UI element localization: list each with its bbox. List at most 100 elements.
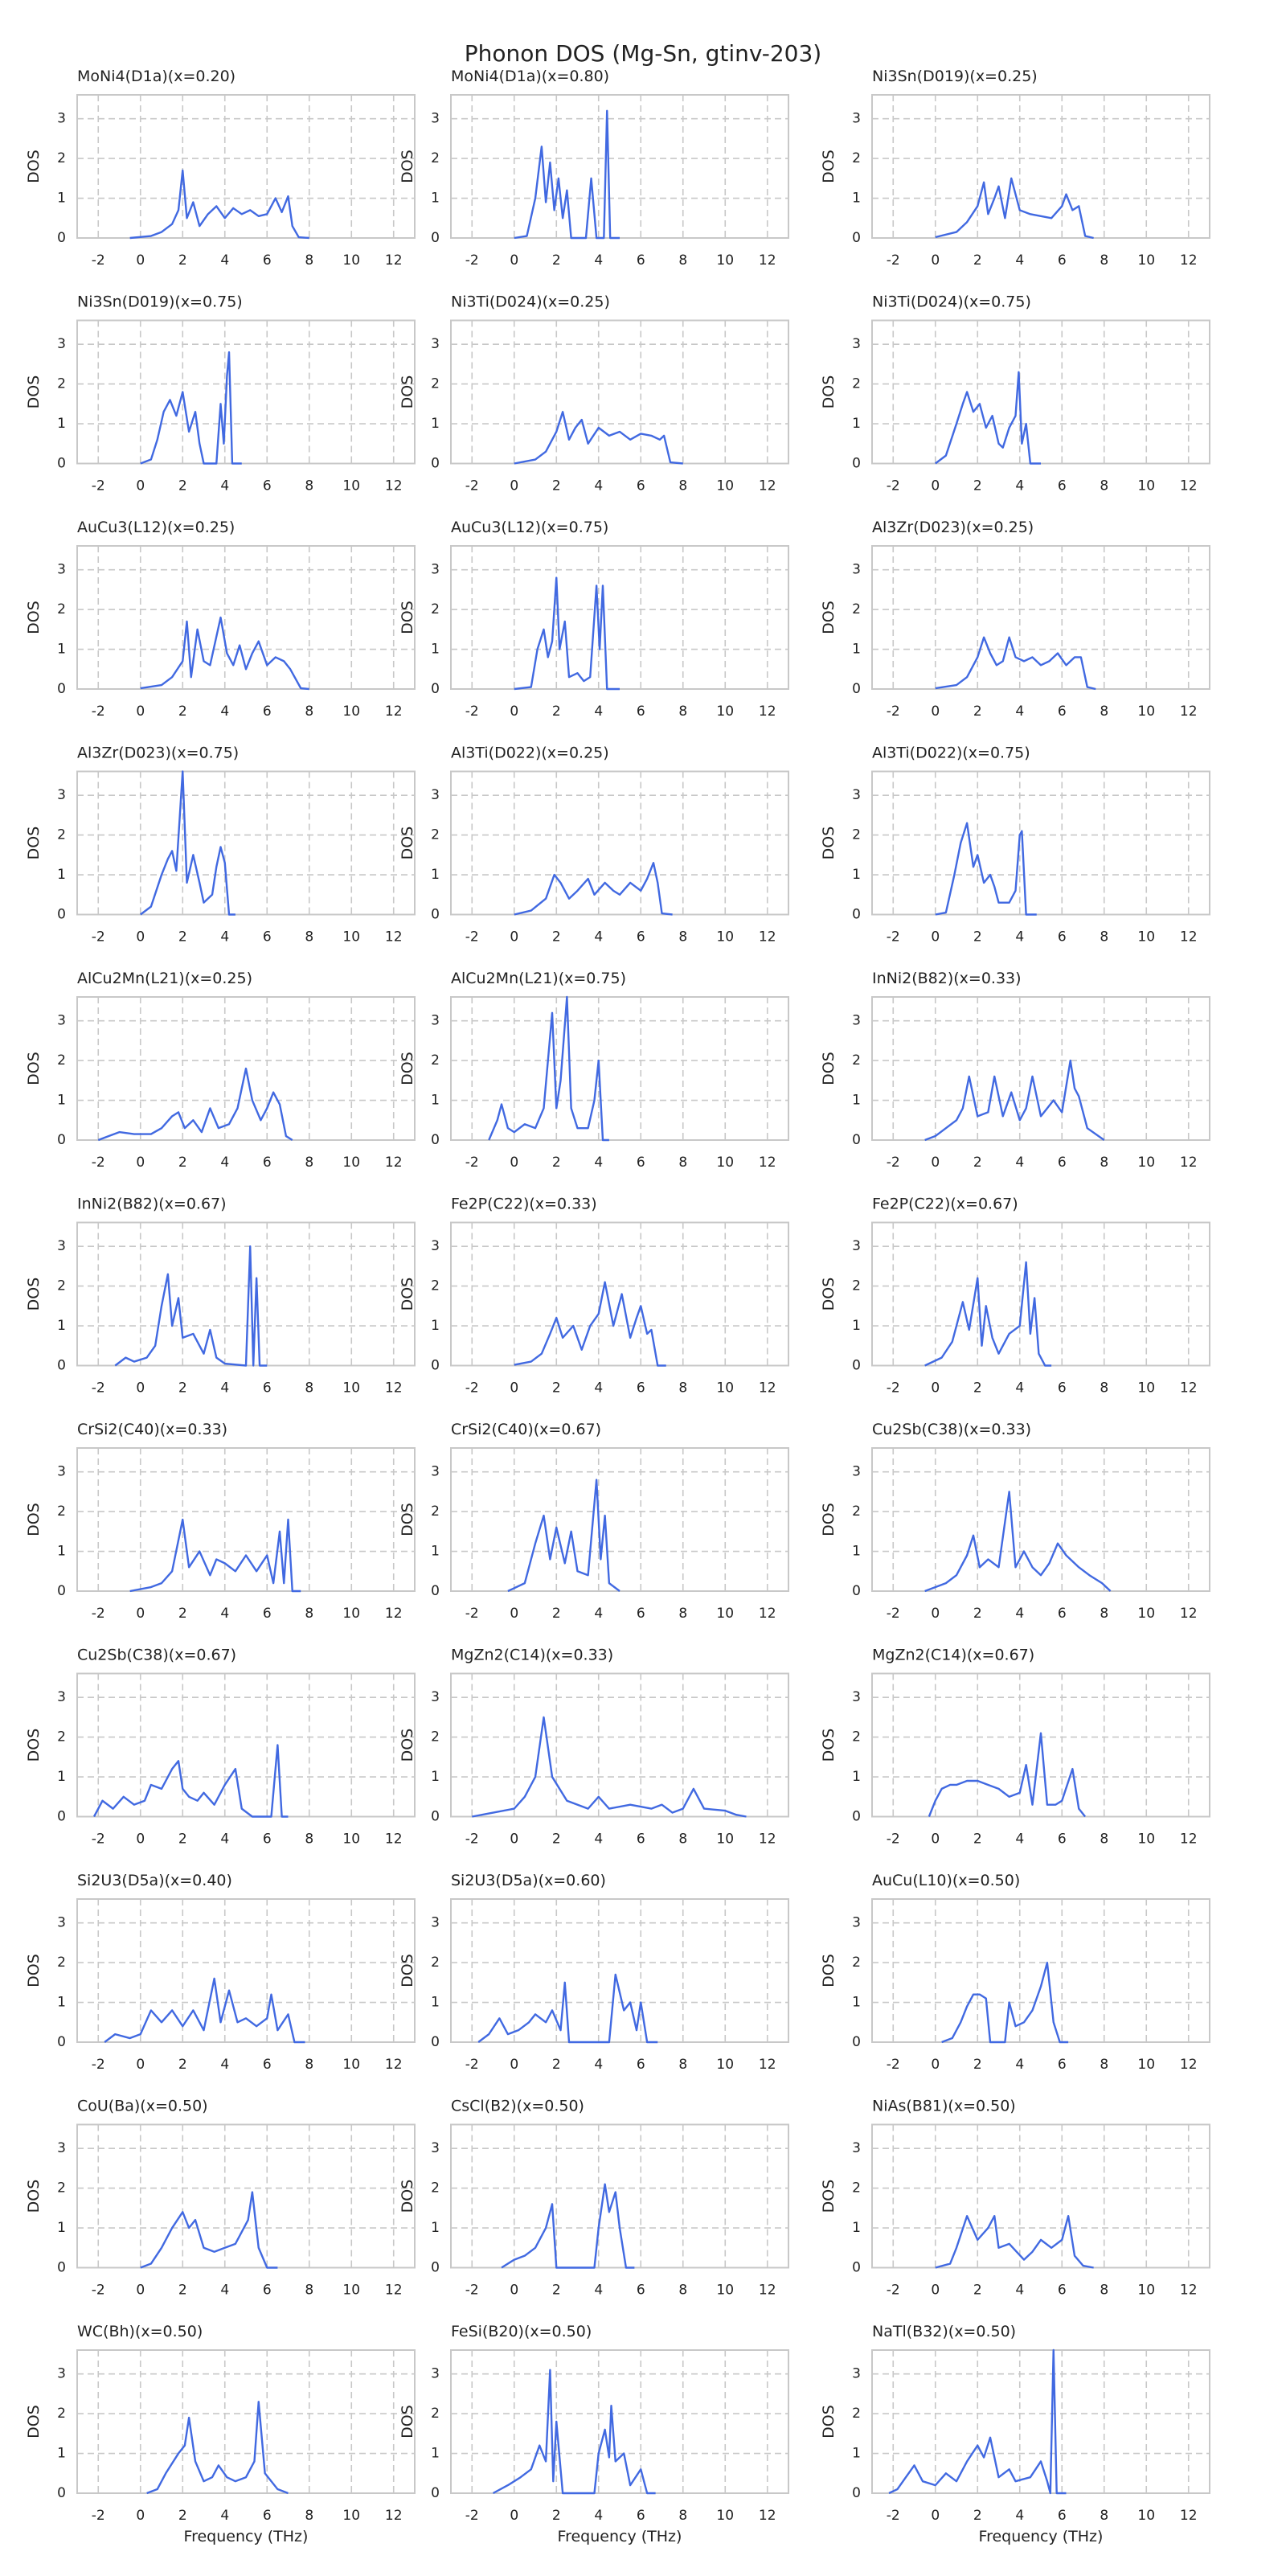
x-tick-label: -2: [465, 1606, 479, 1622]
x-tick-label: 4: [1015, 929, 1024, 945]
dos-line: [941, 1961, 1069, 2044]
dos-line: [492, 2369, 656, 2495]
y-axis-label: DOS: [399, 1729, 416, 1762]
x-tick-label: -2: [92, 1155, 105, 1171]
y-tick-label: 3: [852, 1464, 861, 1480]
plot-area: [451, 1222, 788, 1366]
x-tick-label: 2: [552, 1380, 561, 1397]
x-tick-label: -2: [887, 1832, 900, 1848]
x-tick-label: 8: [1100, 252, 1108, 269]
y-tick-label: 0: [852, 907, 861, 923]
y-tick-label: 3: [431, 787, 440, 803]
y-tick-label: 1: [431, 416, 440, 432]
subplot-title: Cu2Sb(C38)(x=0.67): [77, 1647, 236, 1664]
y-axis-label: DOS: [399, 601, 416, 634]
x-tick-label: 2: [973, 929, 982, 945]
x-tick-label: 12: [759, 478, 776, 494]
x-tick-label: -2: [465, 2283, 479, 2299]
subplot-title: CsCl(B2)(x=0.50): [451, 2098, 584, 2115]
y-tick-label: 1: [431, 2446, 440, 2462]
y-tick-label: 3: [57, 1915, 66, 1931]
dos-line: [935, 636, 1096, 691]
dos-line: [92, 1744, 289, 1818]
x-tick-label: 2: [552, 252, 561, 269]
x-tick-label: 6: [1058, 1380, 1067, 1397]
x-tick-label: 0: [136, 478, 145, 494]
axes-frame: [450, 1898, 789, 2043]
axes-frame: [76, 2349, 416, 2494]
x-tick-label: 2: [178, 929, 187, 945]
y-tick-label: 0: [852, 1809, 861, 1825]
x-tick-label: 12: [385, 703, 403, 720]
y-tick-label: 3: [431, 562, 440, 578]
x-tick-label: 2: [178, 1380, 187, 1397]
x-tick-label: 10: [716, 1832, 734, 1848]
x-tick-label: 6: [637, 1606, 645, 1622]
x-tick-label: 10: [716, 478, 734, 494]
y-tick-label: 1: [852, 867, 861, 883]
y-tick-label: 1: [852, 416, 861, 432]
x-tick-label: 10: [342, 1380, 360, 1397]
y-tick-label: 1: [57, 867, 66, 883]
x-tick-label: 4: [1015, 1380, 1024, 1397]
x-tick-label: 12: [1180, 929, 1198, 945]
x-tick-label: -2: [465, 703, 479, 720]
dos-line: [514, 1281, 666, 1367]
x-axis-label: Frequency (THz): [558, 2528, 682, 2545]
x-tick-label: 8: [678, 1155, 687, 1171]
x-tick-label: 12: [759, 1380, 776, 1397]
x-tick-label: -2: [92, 1832, 105, 1848]
x-tick-label: 8: [305, 703, 313, 720]
x-tick-label: 0: [931, 1380, 940, 1397]
x-tick-label: 2: [973, 252, 982, 269]
x-tick-label: 2: [973, 703, 982, 720]
x-tick-label: 8: [678, 478, 687, 494]
x-tick-label: 12: [385, 252, 403, 269]
x-tick-label: 6: [263, 703, 272, 720]
x-tick-label: -2: [92, 2283, 105, 2299]
y-tick-label: 2: [431, 827, 440, 843]
x-tick-label: 0: [510, 252, 518, 269]
axes-frame: [871, 2123, 1210, 2269]
x-tick-label: 4: [594, 703, 603, 720]
x-tick-label: 6: [1058, 929, 1067, 945]
y-tick-label: 2: [57, 1955, 66, 1971]
x-tick-label: 6: [263, 2508, 272, 2524]
x-tick-label: 8: [305, 929, 313, 945]
x-tick-label: 0: [931, 2283, 940, 2299]
x-tick-label: 0: [136, 252, 145, 269]
x-tick-label: -2: [92, 2508, 105, 2524]
y-tick-label: 1: [852, 642, 861, 658]
x-tick-label: 10: [716, 1155, 734, 1171]
y-axis-label: DOS: [399, 2405, 416, 2439]
subplot-title: CrSi2(C40)(x=0.67): [451, 1421, 601, 1438]
y-tick-label: 3: [852, 562, 861, 578]
y-axis-label: DOS: [399, 375, 416, 409]
x-tick-label: 4: [220, 2283, 229, 2299]
axes-frame: [76, 545, 416, 690]
x-tick-label: 0: [931, 1606, 940, 1622]
y-tick-label: 1: [852, 2220, 861, 2236]
y-tick-label: 2: [852, 2180, 861, 2197]
subplot-title: Ni3Ti(D024)(x=0.25): [451, 293, 610, 311]
x-tick-label: 0: [136, 1155, 145, 1171]
x-tick-label: 0: [510, 2508, 518, 2524]
y-tick-label: 0: [852, 230, 861, 246]
y-tick-label: 1: [57, 642, 66, 658]
x-tick-label: 4: [220, 929, 229, 945]
x-tick-label: -2: [887, 2283, 900, 2299]
y-tick-label: 3: [431, 1915, 440, 1931]
y-tick-label: 2: [431, 601, 440, 617]
y-axis-label: DOS: [820, 375, 838, 409]
x-tick-label: 10: [342, 1832, 360, 1848]
subplot-title: InNi2(B82)(x=0.33): [872, 970, 1022, 987]
subplot: -2 0 2 4 6 8 10 120123FeSi(B20)(x=0.50)DOSFrequ…: [399, 2323, 789, 2545]
x-tick-label: 4: [1015, 478, 1024, 494]
x-tick-label: 10: [716, 703, 734, 720]
x-tick-label: 0: [510, 929, 518, 945]
x-tick-label: 8: [1100, 703, 1108, 720]
x-tick-label: 10: [1137, 252, 1155, 269]
